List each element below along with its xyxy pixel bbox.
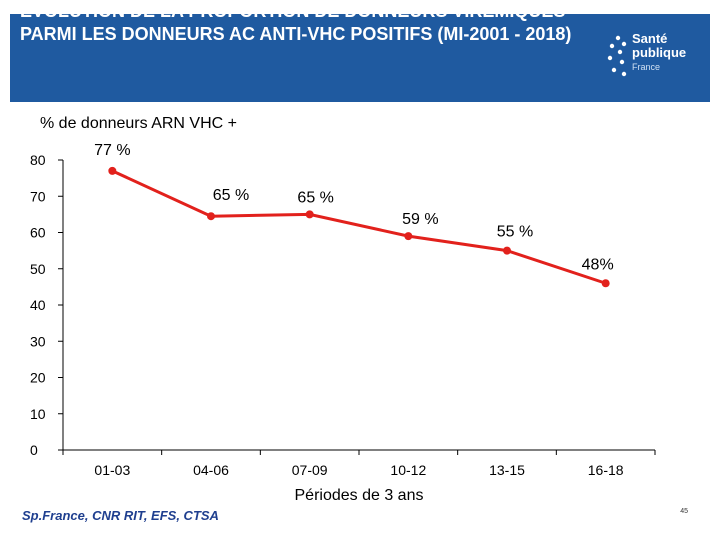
y-tick-label: 40: [30, 297, 46, 313]
y-axis-label: % de donneurs ARN VHC +: [40, 115, 237, 132]
y-tick-label: 30: [30, 333, 46, 349]
source-note: Sp.France, CNR RIT, EFS, CTSA: [22, 508, 219, 523]
logo-line-2: publique: [632, 45, 687, 60]
y-tick-label: 10: [30, 406, 46, 422]
y-tick-label: 70: [30, 188, 46, 204]
data-point: [404, 232, 413, 241]
chart-series: [108, 166, 610, 288]
logo-line-1: Santé: [632, 31, 668, 46]
x-tick-label: 10-12: [390, 462, 426, 478]
data-point: [305, 210, 314, 219]
x-tick-label: 01-03: [94, 462, 130, 478]
y-tick-label: 50: [30, 261, 46, 277]
x-tick-label: 04-06: [193, 462, 229, 478]
data-label: 65 %: [213, 187, 249, 204]
y-tick-label: 0: [30, 442, 38, 458]
logo-dots-icon: [607, 35, 627, 77]
x-axis-label: Périodes de 3 ans: [295, 487, 424, 504]
chart-axes: 0 10 20 30 40 50 60 70 80 01-03 04-06 07-09 10-12 13-…: [30, 152, 656, 504]
data-point: [108, 166, 117, 175]
logo-line-3: France: [632, 62, 661, 72]
x-tick-label: 16-18: [588, 462, 624, 478]
y-tick-label: 80: [30, 152, 46, 168]
page-number: 45: [680, 508, 688, 515]
x-tick-label: 07-09: [292, 462, 328, 478]
x-tick-label: 13-15: [489, 462, 525, 478]
data-label: 59 %: [402, 211, 438, 228]
data-label: 77 %: [94, 142, 130, 159]
page-title: ÉVOLUTION DE LA PROPORTION DE DONNEURS V…: [20, 14, 572, 44]
data-point: [503, 246, 511, 255]
data-point: [601, 279, 610, 288]
data-label: 65 %: [297, 189, 333, 206]
data-label: 55 %: [497, 224, 533, 241]
y-tick-label: 60: [30, 225, 46, 241]
series-line: [111, 169, 607, 285]
chart-labels: 77 % 65 % 65 % 59 % 55 % 48%: [94, 142, 614, 273]
data-label: 48%: [582, 256, 614, 273]
data-point: [207, 212, 215, 221]
sante-publique-france-logo: Santé publique France: [606, 32, 696, 82]
logo-wordmark: Santé publique: [632, 32, 686, 60]
header-banner: ÉVOLUTION DE LA PROPORTION DE DONNEURS V…: [10, 14, 710, 102]
y-tick-label: 20: [30, 370, 46, 386]
